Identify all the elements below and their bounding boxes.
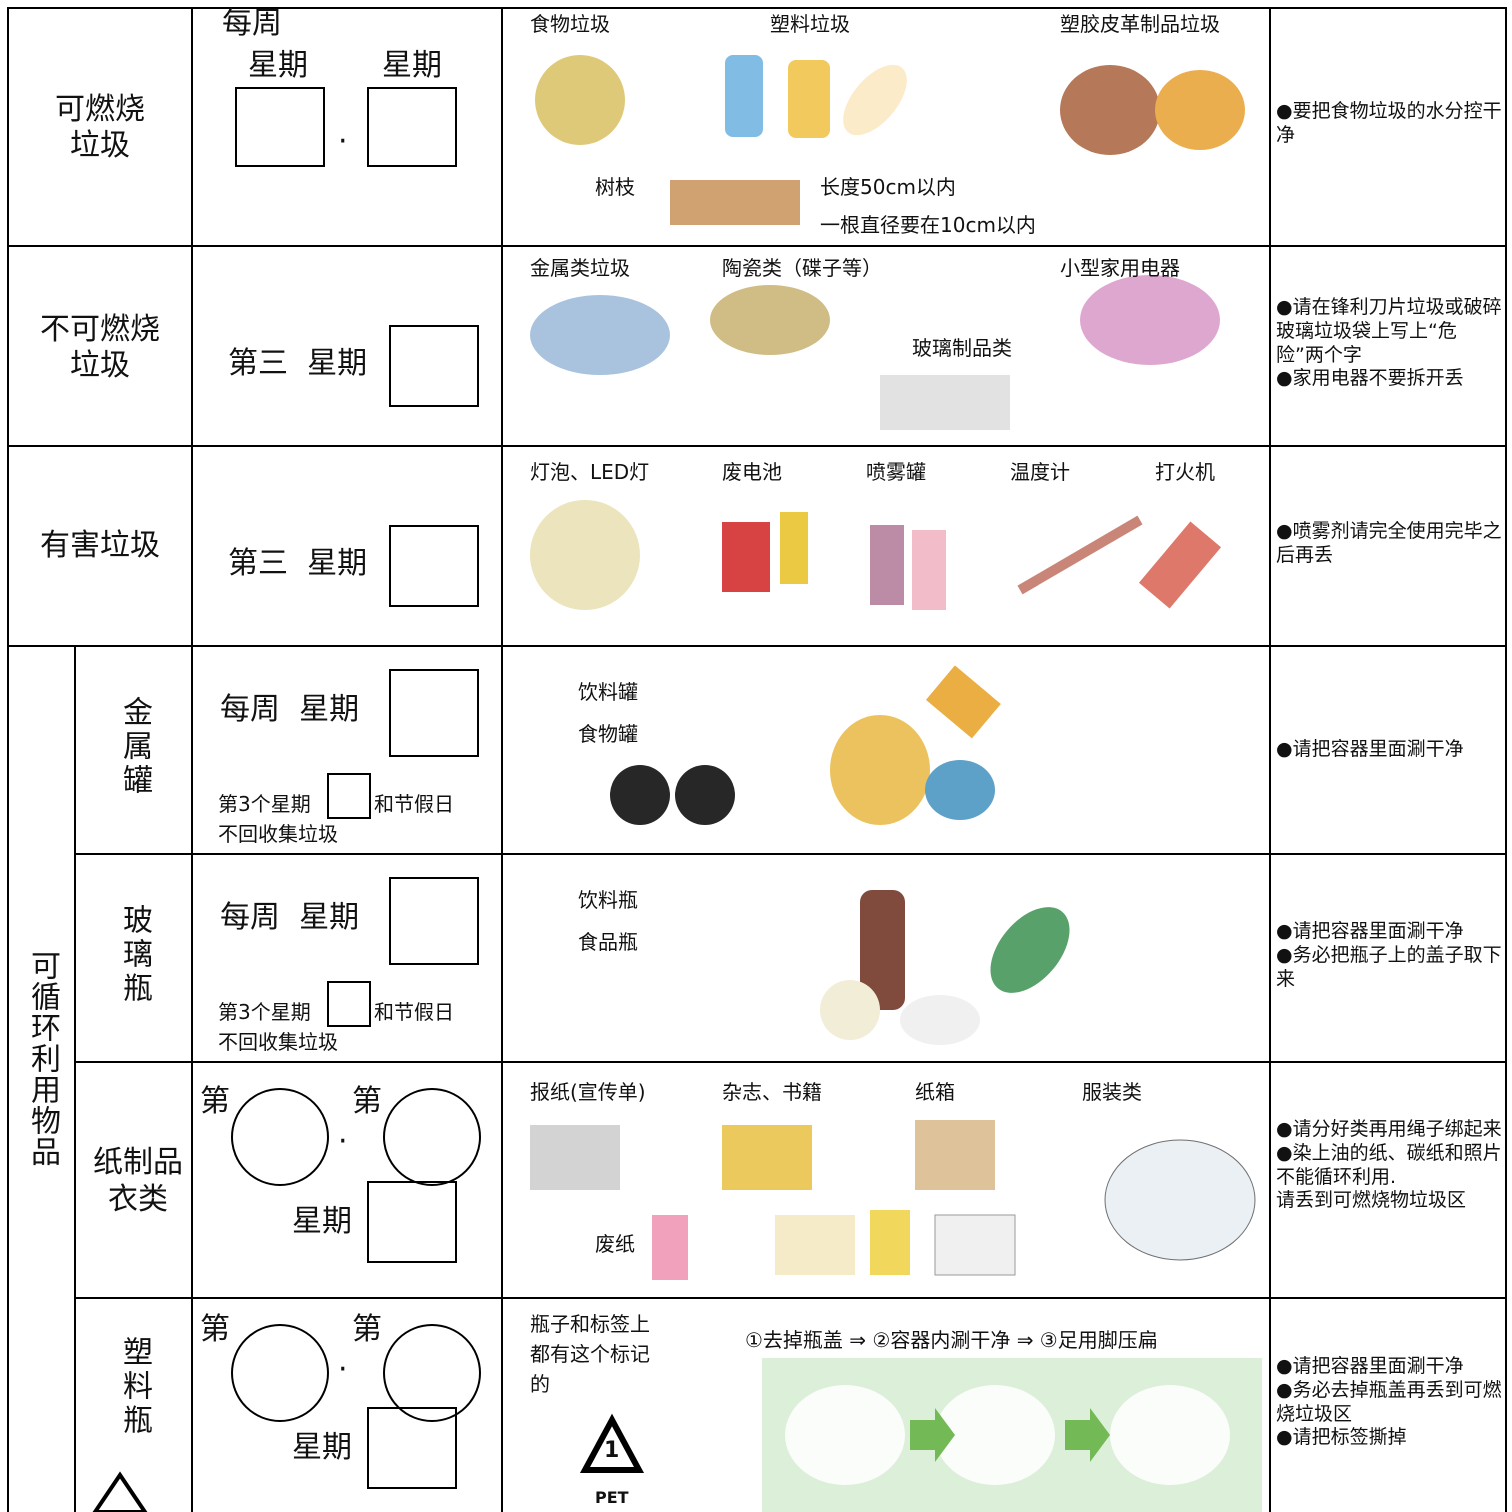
exception: 和节假日 — [374, 1000, 454, 1024]
exception: 不回收集垃圾 — [218, 822, 338, 846]
notes: ●请在锋利刀片垃圾或破碎玻璃垃圾袋上写上“危险”两个字 ●家用电器不要拆开丢 — [1276, 296, 1502, 391]
weekday: 星期 — [248, 48, 308, 83]
notes: ●请把容器里面涮干净 ●务必去掉瓶盖再丢到可燃烧垃圾区 ●请把标签撕掉 — [1276, 1355, 1502, 1450]
schedule: 每周 星期 — [220, 900, 360, 935]
category: 可燃烧 — [55, 92, 145, 127]
item: 塑料垃圾 — [770, 12, 850, 36]
weekday: 星期 — [292, 1204, 352, 1239]
schedule: 每周 星期 — [220, 692, 360, 727]
mark-text: 的 — [530, 1372, 550, 1396]
nth: 第 — [352, 1084, 382, 1119]
separator: · — [338, 124, 348, 159]
item: 饮料罐 — [578, 680, 638, 704]
item: 报纸(宣传单) — [530, 1080, 646, 1104]
rule: 一根直径要在10cm以内 — [820, 213, 1036, 237]
recycle-label: PET — [595, 1488, 629, 1507]
item: 塑胶皮革制品垃圾 — [1060, 12, 1220, 36]
notes: ●请把容器里面涮干净 — [1276, 738, 1502, 762]
subcategory: 塑料瓶 — [117, 1336, 152, 1438]
item: 金属类垃圾 — [530, 256, 630, 280]
note: ●请分好类再用绳子绑起来 — [1276, 1118, 1502, 1140]
recycle-number: 1 — [604, 1438, 620, 1463]
weekday: 星期 — [292, 1430, 352, 1465]
notes: ●请把容器里面涮干净 ●务必把瓶子上的盖子取下来 — [1276, 920, 1502, 991]
rule: 长度50cm以内 — [820, 175, 956, 199]
note: ●请把容器里面涮干净 — [1276, 1355, 1464, 1377]
subcategory: 玻璃瓶 — [117, 904, 152, 1006]
note: 请丢到可燃烧物垃圾区 — [1276, 1189, 1467, 1212]
item: 废纸 — [595, 1232, 635, 1256]
note: ●务必去掉瓶盖再丢到可燃烧垃圾区 — [1276, 1378, 1502, 1425]
item: 陶瓷类（碟子等） — [722, 256, 882, 280]
nth: 第 — [352, 1312, 382, 1347]
item: 食品瓶 — [578, 930, 638, 954]
category: 有害垃圾 — [40, 528, 160, 563]
item: 树枝 — [595, 175, 635, 199]
exception: 第3个星期 — [218, 1000, 311, 1024]
item: 喷雾罐 — [866, 460, 926, 484]
separator: · — [338, 1124, 348, 1159]
weekday: 星期 — [382, 48, 442, 83]
subcategory: 衣类 — [108, 1182, 168, 1217]
item: 玻璃制品类 — [912, 336, 1012, 360]
exception: 不回收集垃圾 — [218, 1030, 338, 1054]
item: 打火机 — [1155, 460, 1215, 484]
category: 可循环利用物品 — [25, 950, 60, 1167]
note: ●家用电器不要拆开丢 — [1276, 367, 1464, 390]
notes: ●要把食物垃圾的水分控干净 — [1276, 100, 1502, 148]
subcategory: 金属罐 — [117, 696, 152, 798]
schedule: 第三 星期 — [228, 346, 368, 381]
notes: ●喷雾剂请完全使用完毕之后再丢 — [1276, 520, 1502, 568]
separator: · — [338, 1352, 348, 1387]
notes: ●请分好类再用绳子绑起来 ●染上油的纸、碳纸和照片不能循环利用. 请丢到可燃烧物垃圾… — [1276, 1118, 1502, 1213]
category: 垃圾 — [70, 128, 130, 163]
note: ●务必把瓶子上的盖子取下来 — [1276, 943, 1502, 990]
note: ●要把食物垃圾的水分控干净 — [1276, 100, 1502, 146]
exception: 第3个星期 — [218, 792, 311, 816]
item: 废电池 — [722, 460, 782, 484]
item: 杂志、书籍 — [722, 1080, 822, 1104]
exception: 和节假日 — [374, 792, 454, 816]
mark-text: 都有这个标记 — [530, 1342, 650, 1366]
item: 食物罐 — [578, 722, 638, 746]
nth: 第 — [200, 1312, 230, 1347]
item: 饮料瓶 — [578, 888, 638, 912]
item: 灯泡、LED灯 — [530, 460, 650, 484]
mark-text: 瓶子和标签上 — [530, 1312, 650, 1336]
item: 服装类 — [1082, 1080, 1142, 1104]
schedule: 每周 — [222, 6, 282, 41]
category: 不可燃烧 — [40, 312, 160, 347]
note: ●请把容器里面涮干净 — [1276, 920, 1464, 942]
item: 食物垃圾 — [530, 12, 610, 36]
note: ●请在锋利刀片垃圾或破碎玻璃垃圾袋上写上“危险”两个字 — [1276, 296, 1502, 366]
item: 温度计 — [1010, 460, 1070, 484]
subcategory: 纸制品 — [93, 1145, 183, 1180]
category: 垃圾 — [70, 348, 130, 383]
note: ●染上油的纸、碳纸和照片不能循环利用. — [1276, 1141, 1502, 1188]
item: 小型家用电器 — [1060, 256, 1180, 280]
nth: 第 — [200, 1084, 230, 1119]
note: ●喷雾剂请完全使用完毕之后再丢 — [1276, 520, 1502, 566]
note: ●请把容器里面涮干净 — [1276, 738, 1464, 760]
steps: ①去掉瓶盖 ⇒ ②容器内涮干净 ⇒ ③足用脚压扁 — [745, 1328, 1158, 1352]
schedule: 第三 星期 — [228, 546, 368, 581]
note: ●请把标签撕掉 — [1276, 1426, 1407, 1449]
item: 纸箱 — [915, 1080, 955, 1104]
